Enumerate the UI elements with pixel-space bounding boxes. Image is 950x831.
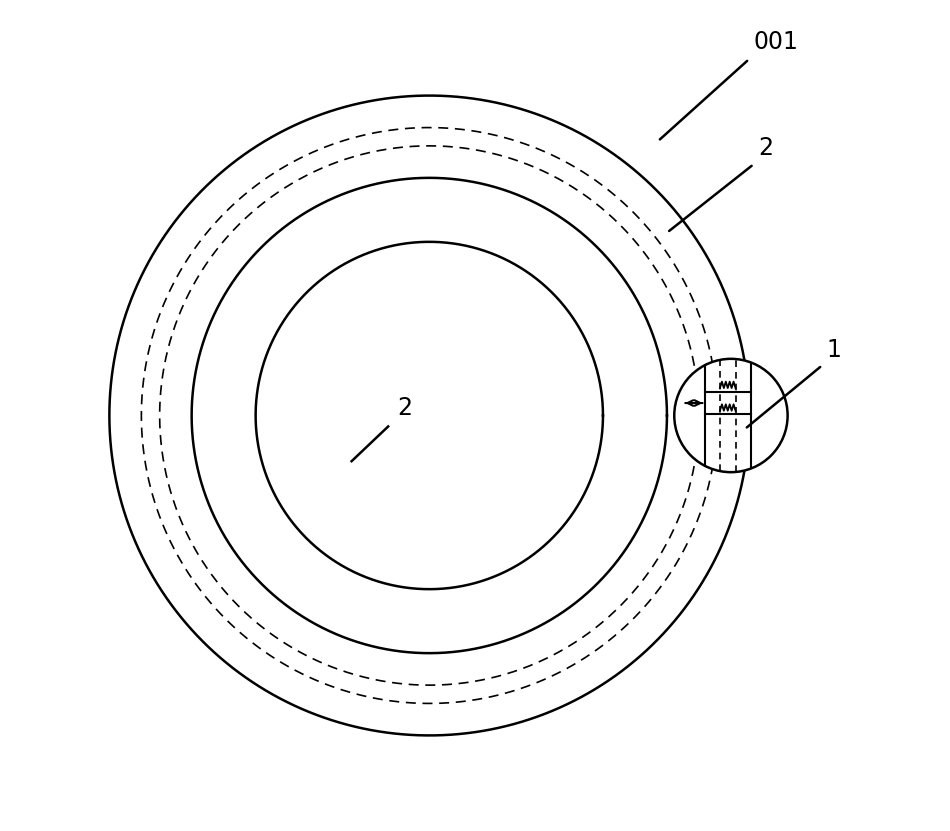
Circle shape [674,359,788,472]
Text: 2: 2 [758,135,773,160]
Text: 001: 001 [753,31,799,55]
Text: 2: 2 [397,396,412,420]
Text: 1: 1 [826,338,842,362]
